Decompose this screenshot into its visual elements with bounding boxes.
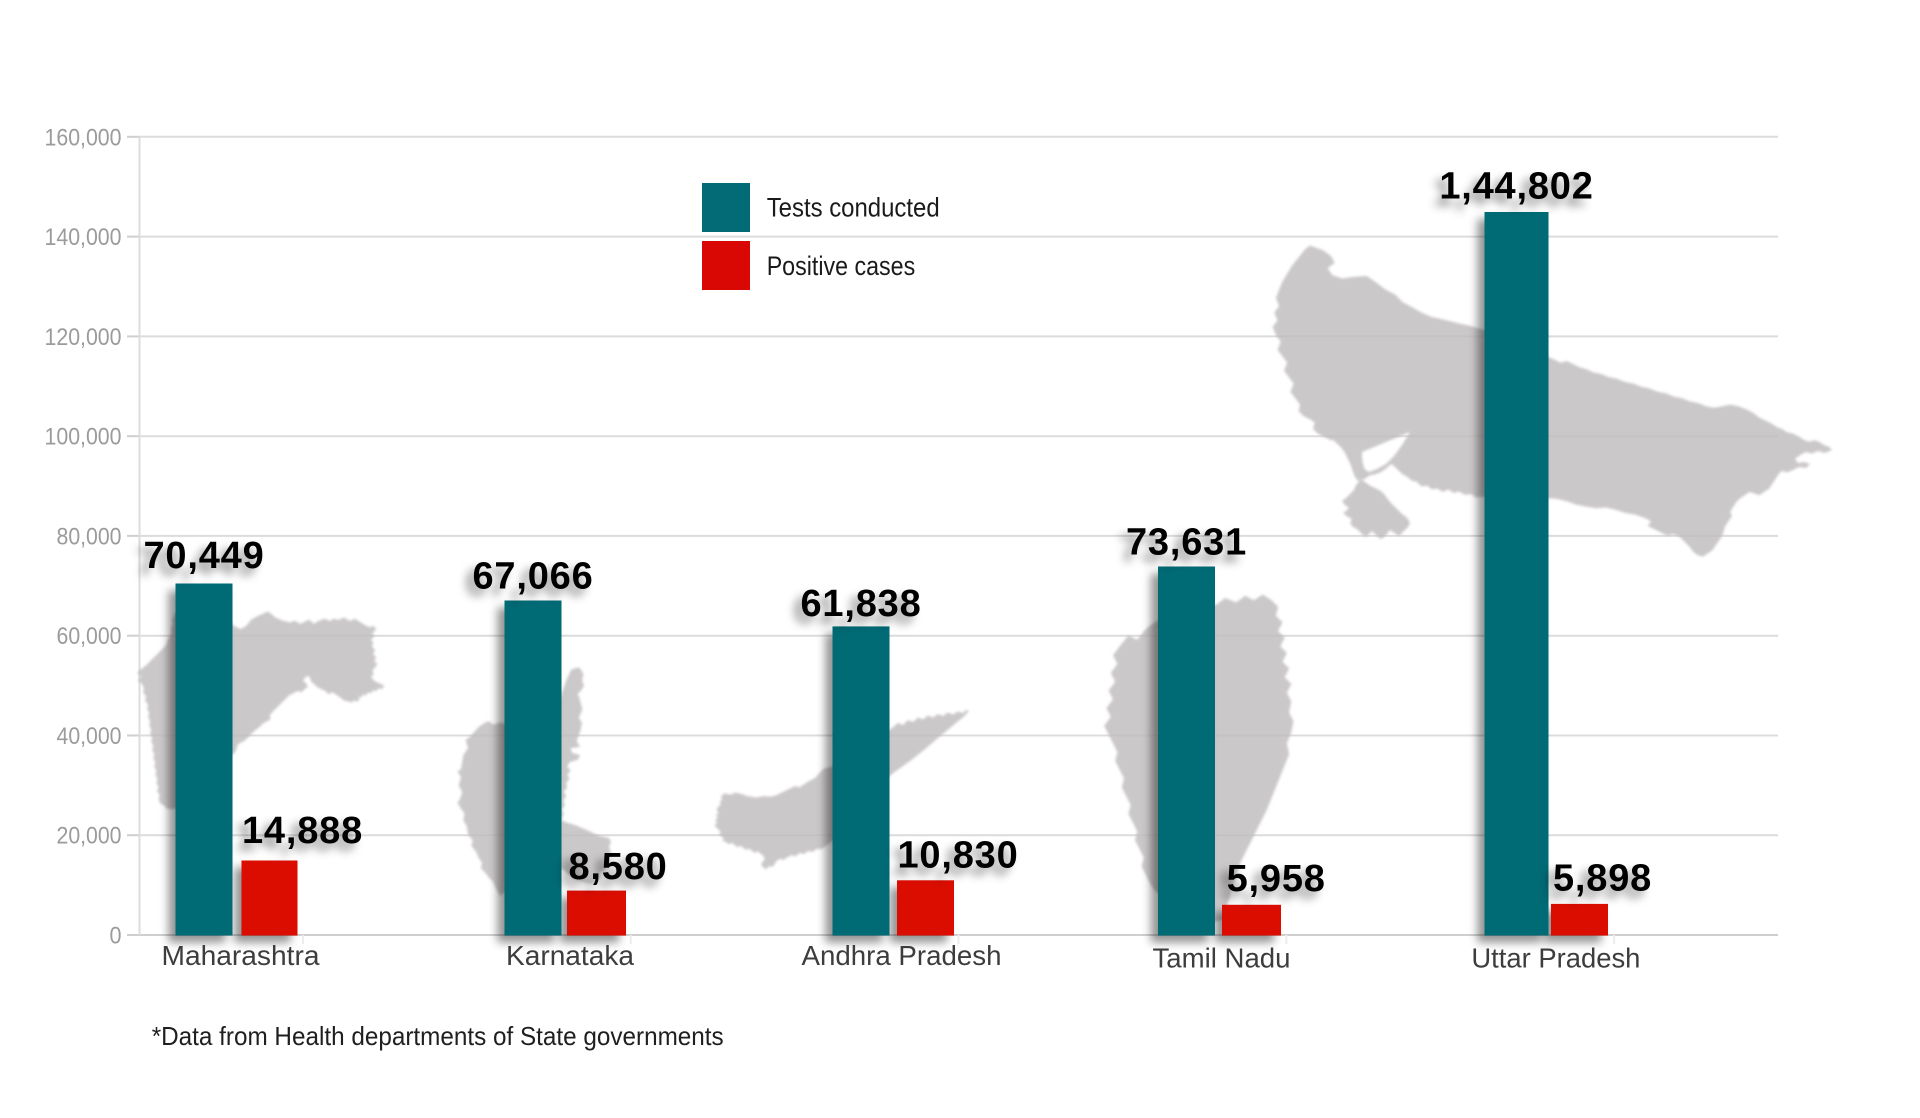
svg-text:1,44,802: 1,44,802 (1439, 166, 1593, 208)
svg-text:Maharashtra: Maharashtra (162, 940, 320, 971)
svg-text:0: 0 (110, 923, 122, 950)
svg-text:20,000: 20,000 (57, 823, 122, 850)
svg-text:60,000: 60,000 (57, 623, 122, 650)
svg-text:120,000: 120,000 (45, 324, 122, 351)
svg-text:Tamil Nadu: Tamil Nadu (1153, 943, 1291, 974)
svg-text:73,631: 73,631 (1126, 522, 1247, 564)
svg-text:80,000: 80,000 (57, 523, 122, 550)
svg-text:10,830: 10,830 (898, 835, 1019, 877)
svg-text:8,580: 8,580 (569, 846, 668, 888)
svg-text:5,898: 5,898 (1553, 858, 1652, 900)
svg-text:Andhra Pradesh: Andhra Pradesh (802, 940, 1002, 971)
svg-text:Karnataka: Karnataka (506, 940, 634, 971)
svg-text:*Data from Health departments: *Data from Health departments of State g… (152, 1021, 724, 1051)
svg-text:70,449: 70,449 (143, 535, 264, 577)
svg-text:5,958: 5,958 (1227, 858, 1326, 900)
svg-text:61,838: 61,838 (800, 583, 921, 625)
svg-text:40,000: 40,000 (57, 723, 122, 750)
svg-text:67,066: 67,066 (472, 556, 593, 598)
svg-text:160,000: 160,000 (45, 124, 122, 151)
svg-text:Tests conducted: Tests conducted (767, 193, 940, 223)
svg-text:140,000: 140,000 (45, 224, 122, 251)
svg-text:Positive cases: Positive cases (767, 251, 916, 281)
svg-text:100,000: 100,000 (45, 424, 122, 451)
svg-text:Uttar Pradesh: Uttar Pradesh (1471, 943, 1640, 974)
svg-text:14,888: 14,888 (242, 810, 363, 852)
